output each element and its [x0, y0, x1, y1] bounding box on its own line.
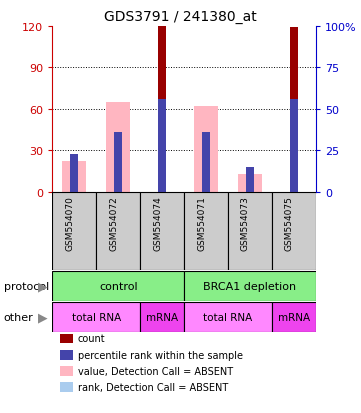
Text: count: count: [78, 334, 105, 344]
Bar: [52, 271, 184, 301]
Bar: [62, 162, 86, 192]
Bar: [184, 192, 228, 271]
Text: GSM554075: GSM554075: [285, 196, 294, 251]
Text: control: control: [99, 281, 138, 291]
Bar: [70, 155, 78, 192]
Text: mRNA: mRNA: [278, 312, 310, 322]
Bar: [290, 100, 298, 192]
Bar: [184, 271, 316, 301]
Text: GDS3791 / 241380_at: GDS3791 / 241380_at: [104, 10, 257, 24]
Bar: [106, 102, 130, 192]
Text: total RNA: total RNA: [71, 312, 121, 322]
Bar: [184, 302, 272, 332]
Bar: [194, 107, 218, 192]
Bar: [158, 27, 166, 192]
Bar: [114, 133, 122, 192]
Text: value, Detection Call = ABSENT: value, Detection Call = ABSENT: [78, 366, 233, 376]
Bar: [202, 133, 210, 192]
Text: protocol: protocol: [4, 281, 49, 291]
Text: GSM554071: GSM554071: [197, 196, 206, 251]
Bar: [238, 174, 262, 192]
Text: GSM554072: GSM554072: [109, 196, 118, 251]
Bar: [228, 192, 272, 271]
Bar: [246, 167, 254, 192]
Bar: [96, 192, 140, 271]
Text: other: other: [4, 312, 33, 322]
Bar: [290, 28, 298, 192]
Text: ▶: ▶: [38, 280, 47, 292]
Bar: [140, 192, 184, 271]
Text: total RNA: total RNA: [203, 312, 253, 322]
Text: ▶: ▶: [38, 311, 47, 323]
Bar: [52, 192, 96, 271]
Bar: [272, 302, 316, 332]
Bar: [140, 302, 184, 332]
Text: percentile rank within the sample: percentile rank within the sample: [78, 350, 243, 360]
Text: rank, Detection Call = ABSENT: rank, Detection Call = ABSENT: [78, 382, 228, 392]
Text: GSM554073: GSM554073: [241, 196, 250, 251]
Text: GSM554070: GSM554070: [65, 196, 74, 251]
Text: mRNA: mRNA: [146, 312, 178, 322]
Bar: [52, 302, 140, 332]
Bar: [272, 192, 316, 271]
Bar: [158, 100, 166, 192]
Text: BRCA1 depletion: BRCA1 depletion: [204, 281, 296, 291]
Text: GSM554074: GSM554074: [153, 196, 162, 251]
